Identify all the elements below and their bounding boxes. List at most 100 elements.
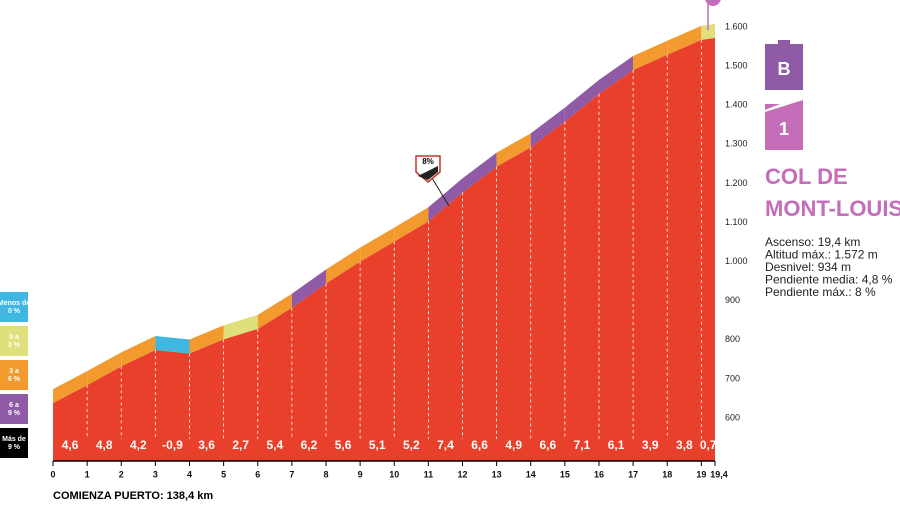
marker-line (431, 177, 450, 207)
x-tick-label: 16 (594, 469, 604, 479)
legend-label: Menos de 0 % (0, 300, 30, 315)
gradient-label: 5,1 (369, 438, 386, 452)
gradient-label: 5,6 (335, 438, 352, 452)
marker-icon (418, 166, 438, 180)
y-tick-label: 900 (725, 295, 740, 305)
badge-text: 1 (779, 119, 789, 139)
gradient-band (53, 371, 88, 404)
gradient-label: 4,2 (130, 438, 147, 452)
gradient-label: 2,7 (232, 438, 249, 452)
legend-swatch (0, 428, 28, 458)
gradient-band (87, 352, 122, 386)
info-line: Desnivel: 934 m (765, 260, 851, 274)
badge-shape (765, 104, 780, 110)
gradient-band (223, 314, 258, 340)
x-tick-label: 2 (119, 469, 124, 479)
gradient-band (394, 207, 429, 242)
y-tick-label: 1.000 (725, 256, 748, 266)
gradient-band (633, 40, 668, 70)
plot: 4,6 4,8 4,2 -0,9 3,6 2,7 5,4 6,2 5,6 5,1 5,2 7,4 6,6… (0, 21, 748, 479)
x-tick-label: 9 (358, 469, 363, 479)
y-tick-label: 600 (725, 412, 740, 422)
legend-swatch (0, 394, 28, 424)
gradient-label: 6,6 (471, 438, 488, 452)
gradient-label: 4,9 (505, 438, 522, 452)
info-line: Ascenso: 19,4 km (765, 235, 860, 249)
x-tick-label: 12 (457, 469, 467, 479)
gradient-label: 6,1 (608, 438, 625, 452)
x-tick-label: 19 (696, 469, 706, 479)
gradient-band (121, 335, 156, 367)
x-tick-label: 8 (323, 469, 328, 479)
gradient-band (189, 325, 224, 354)
x-tick-label: 10 (389, 469, 399, 479)
gradient-band (257, 293, 292, 329)
legend-swatch (0, 292, 28, 322)
legend-swatch (0, 326, 28, 356)
y-tick-label: 1.300 (725, 139, 748, 149)
y-tick-label: 800 (725, 334, 740, 344)
marker: 8% (415, 155, 450, 207)
gradient-label: 7,1 (574, 438, 591, 452)
x-tick-label: 18 (662, 469, 672, 479)
gradient-label: 5,4 (266, 438, 283, 452)
profile-area (53, 37, 715, 461)
gradient-band (564, 79, 599, 122)
gradient-band (462, 152, 497, 193)
y-tick-label: 1.600 (725, 21, 748, 31)
y-tick-label: 1.100 (725, 217, 748, 227)
gradient-band (667, 25, 702, 55)
x-tick-label: 19,4 (710, 469, 728, 479)
x-tick-label: 17 (628, 469, 638, 479)
start-note: COMIENZA PUERTO: 138,4 km (53, 490, 213, 502)
gradient-label: 3,6 (198, 438, 215, 452)
badge-category: B (765, 40, 803, 90)
gradient-label: 4,6 (62, 438, 79, 452)
y-tick-label: 1.500 (725, 60, 748, 70)
gradient-label: 0,7 (700, 438, 717, 452)
x-tick-label: 13 (492, 469, 502, 479)
info-line: Altitud máx.: 1.572 m (765, 248, 878, 262)
x-tick-label: 7 (289, 469, 294, 479)
x-tick-label: 3 (153, 469, 158, 479)
x-tick-label: 14 (526, 469, 536, 479)
y-tick-label: 1.200 (725, 178, 748, 188)
legend-swatch (0, 360, 28, 390)
x-tick-label: 1 (85, 469, 90, 479)
y-tick-label: 700 (725, 373, 740, 383)
climb-title: COL DE (765, 164, 848, 189)
info-line: Pendiente media: 4,8 % (765, 273, 893, 287)
gradient-label: 5,2 (403, 438, 420, 452)
gradient-band (325, 247, 361, 284)
gradient-label: 3,9 (642, 438, 659, 452)
gradient-band (155, 335, 190, 354)
x-tick-label: 6 (255, 469, 260, 479)
badge-number: 1 (765, 100, 803, 150)
x-tick-label: 4 (187, 469, 192, 479)
badge-shape (765, 100, 803, 150)
x-tick-label: 0 (50, 469, 55, 479)
gradient-label: -0,9 (162, 438, 183, 452)
summit-dot (705, 0, 721, 6)
gradient-label: 3,8 (676, 438, 693, 452)
gradient-label: 4,8 (96, 438, 113, 452)
gradient-band (598, 55, 634, 94)
gradient-label: 7,4 (437, 438, 454, 452)
legend-label: Más de 9 % (2, 436, 26, 451)
gradient-label: 6,2 (301, 438, 318, 452)
x-tick-label: 15 (560, 469, 570, 479)
marker-label: 8% (422, 157, 434, 166)
gradient-band (701, 23, 715, 40)
climb-title: MONT-LOUIS (765, 196, 900, 221)
gradient-band (496, 133, 531, 167)
x-tick-label: 11 (424, 469, 434, 479)
gradient-band (360, 227, 395, 262)
gradient-label: 6,6 (539, 438, 556, 452)
badge-shape (765, 40, 803, 90)
info-line: Pendiente máx.: 8 % (765, 285, 876, 299)
